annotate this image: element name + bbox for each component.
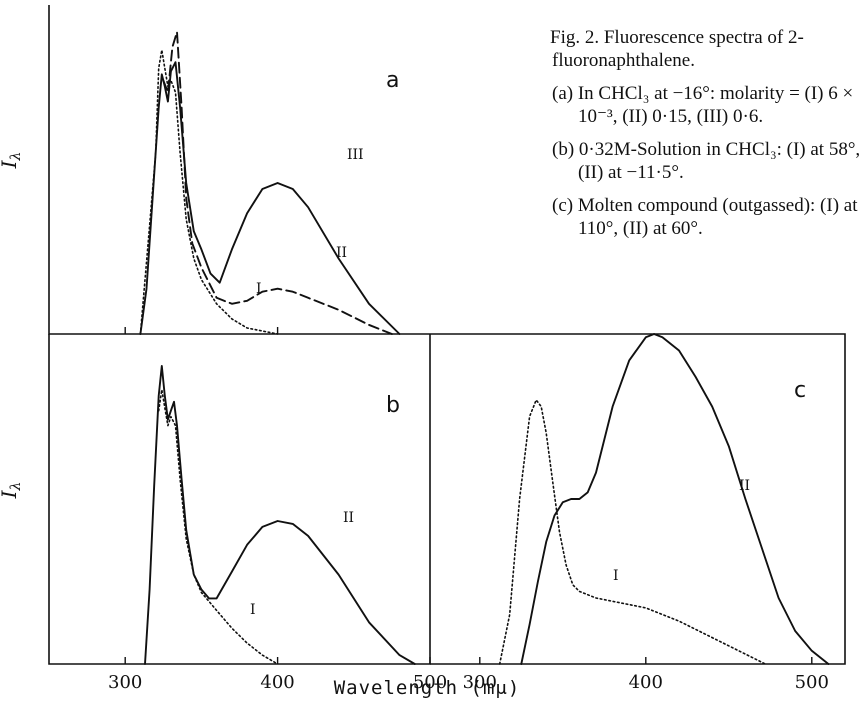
x-axis-label: Wavelength (mμ) <box>334 677 521 699</box>
panel-c-chart: 300 400 500 <box>463 333 830 693</box>
panel-c-series-I <box>498 399 767 665</box>
frame-b <box>48 334 431 665</box>
panel-b-tick-label-300: 300 <box>108 672 142 693</box>
panel-a-series-I <box>139 49 279 335</box>
y-axis-label-top: Iλ <box>0 152 24 170</box>
panel-c-tick-label-300: 300 <box>463 672 497 693</box>
a-curve-label-I: I <box>256 281 262 297</box>
panel-a-letter: a <box>386 68 399 93</box>
panel-b-series-II <box>144 365 416 665</box>
panel-a-chart <box>124 31 401 335</box>
panel-b-tick-label-400: 400 <box>260 672 294 693</box>
frame-c <box>430 333 846 665</box>
c-curve-label-I: I <box>613 568 619 584</box>
panel-b-tick-label-500: 500 <box>413 672 447 693</box>
b-curve-label-I: I <box>250 602 256 618</box>
frame-a <box>48 5 430 335</box>
panel-c-tick-label-400: 400 <box>629 672 663 693</box>
caption-item-b: (b) 0·32M-Solution in CHCl₃: (I) at 58°,… <box>552 139 861 183</box>
y-axis-label-bottom: Iλ <box>0 482 24 500</box>
panel-a-series-II <box>162 31 393 335</box>
panel-c-tick-label-500: 500 <box>795 672 829 693</box>
svg-text:Iλ: Iλ <box>0 152 24 170</box>
c-curve-label-II: II <box>739 478 750 494</box>
caption-item-a: (a) In CHCl₃ at −16°: molarity = (I) 6 ×… <box>552 83 854 127</box>
a-curve-label-III: III <box>347 147 364 163</box>
panel-b-series-I <box>157 389 279 665</box>
figure-caption: Fig. 2. Fluorescence spectra of 2-fluoro… <box>550 26 862 250</box>
panel-b-chart: 300 400 500 <box>108 365 447 693</box>
svg-text:Iλ: Iλ <box>0 482 24 500</box>
panel-c-letter: c <box>794 378 806 403</box>
panel-frames <box>48 5 846 665</box>
panel-a-series-III <box>139 61 401 335</box>
panel-c-series-II <box>520 333 830 665</box>
caption-item-c: (c) Molten compound (outgassed): (I) at … <box>552 195 858 239</box>
panel-b-letter: b <box>386 393 400 418</box>
b-curve-label-II: II <box>343 510 354 526</box>
caption-title: Fig. 2. Fluorescence spectra of 2-fluoro… <box>550 27 804 71</box>
a-curve-label-II: II <box>336 245 347 261</box>
